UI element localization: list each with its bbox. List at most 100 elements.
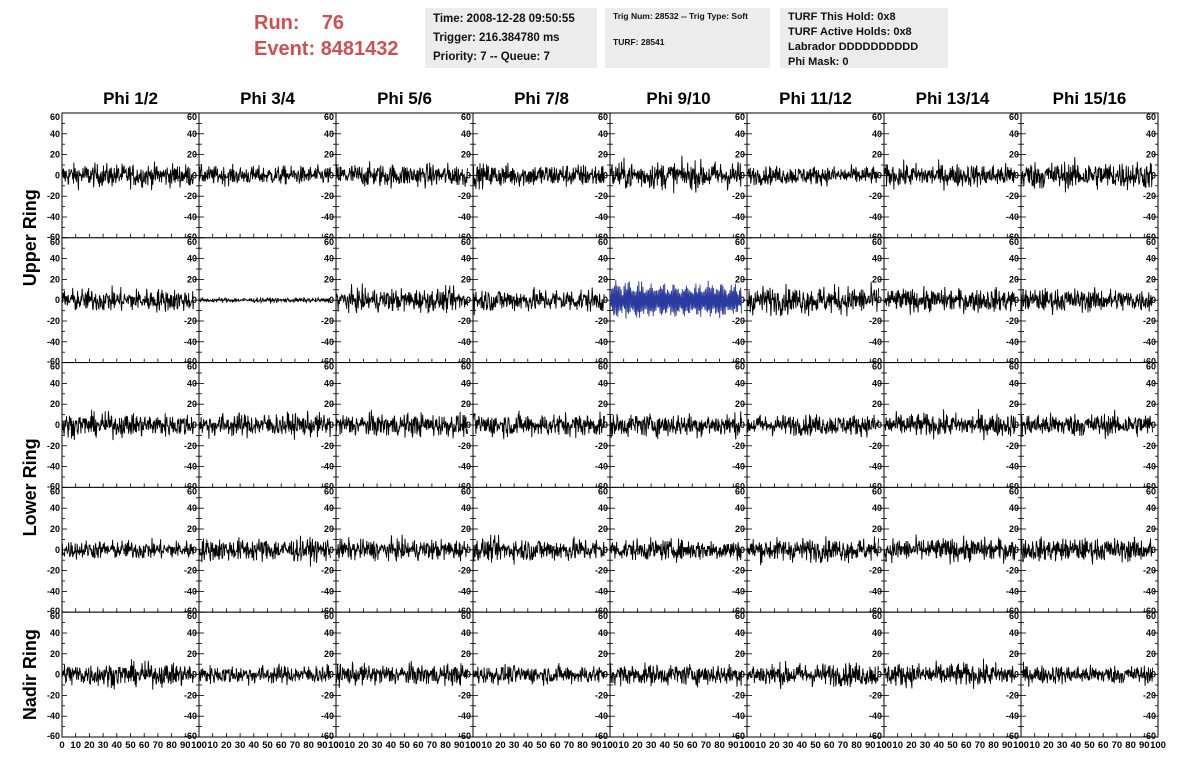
y-tick-label: -20 bbox=[869, 690, 882, 700]
x-tick-label: 40 bbox=[1071, 740, 1082, 751]
y-tick-label: -60 bbox=[732, 606, 745, 616]
y-tick-label: -40 bbox=[869, 711, 882, 721]
waveform-trace bbox=[61, 409, 194, 441]
x-tick-label: 20 bbox=[495, 740, 506, 751]
y-tick-label: 0 bbox=[55, 420, 60, 430]
y-tick-label: 60 bbox=[187, 362, 197, 372]
y-tick-label: 20 bbox=[187, 524, 197, 534]
y-tick-label: 20 bbox=[1009, 649, 1019, 659]
x-tick-label: 10 bbox=[481, 740, 492, 751]
y-tick-label: -20 bbox=[47, 566, 60, 576]
y-tick-label: -20 bbox=[1006, 566, 1019, 576]
y-tick-label: -40 bbox=[869, 212, 882, 222]
y-tick-label: 20 bbox=[1146, 649, 1156, 659]
y-tick-label: -40 bbox=[732, 586, 745, 596]
y-tick-label: -40 bbox=[321, 586, 334, 596]
x-tick-label: 40 bbox=[660, 740, 671, 751]
y-tick-label: 40 bbox=[735, 628, 745, 638]
x-tick-label: 40 bbox=[523, 740, 534, 751]
x-tick-label: 30 bbox=[372, 740, 383, 751]
x-tick-label: 40 bbox=[797, 740, 808, 751]
x-tick-label: 90 bbox=[728, 740, 739, 751]
y-tick-label: 20 bbox=[598, 274, 608, 284]
y-tick-label: 20 bbox=[598, 524, 608, 534]
x-tick-label: 10 bbox=[344, 740, 355, 751]
x-tick-label: 0 bbox=[196, 740, 201, 751]
turf-text: TURF: 28541 bbox=[613, 37, 665, 47]
y-tick-label: -40 bbox=[595, 711, 608, 721]
x-tick-label: 30 bbox=[1057, 740, 1068, 751]
x-tick-label: 70 bbox=[427, 740, 438, 751]
y-tick-label: 40 bbox=[735, 129, 745, 139]
x-tick-label: 90 bbox=[591, 740, 602, 751]
y-tick-label: -40 bbox=[458, 212, 471, 222]
y-tick-label: 60 bbox=[1009, 237, 1019, 247]
y-tick-label: -60 bbox=[1143, 232, 1156, 242]
y-tick-label: 0 bbox=[740, 170, 745, 180]
y-tick-label: -20 bbox=[458, 566, 471, 576]
x-tick-label: 0 bbox=[59, 740, 64, 751]
x-tick-label: 90 bbox=[1139, 740, 1150, 751]
x-tick-label: 20 bbox=[84, 740, 95, 751]
y-tick-label: -20 bbox=[184, 690, 197, 700]
y-tick-label: -40 bbox=[321, 711, 334, 721]
x-tick-label: 20 bbox=[906, 740, 917, 751]
y-tick-label: -40 bbox=[47, 212, 60, 222]
x-tick-label: 80 bbox=[303, 740, 314, 751]
column-title: Phi 3/4 bbox=[240, 89, 295, 108]
x-tick-label: 60 bbox=[687, 740, 698, 751]
y-tick-label: -40 bbox=[47, 337, 60, 347]
y-tick-label: 20 bbox=[50, 399, 60, 409]
y-tick-label: -40 bbox=[595, 337, 608, 347]
y-tick-label: 0 bbox=[192, 170, 197, 180]
x-tick-label: 60 bbox=[961, 740, 972, 751]
y-tick-label: -20 bbox=[869, 316, 882, 326]
y-tick-label: 0 bbox=[329, 545, 334, 555]
x-tick-label: 90 bbox=[1002, 740, 1013, 751]
y-tick-label: -60 bbox=[869, 731, 882, 741]
y-tick-label: -60 bbox=[458, 357, 471, 367]
turf-info-box: TURF This Hold: 0x8 TURF Active Holds: 0… bbox=[780, 8, 948, 68]
y-tick-label: 0 bbox=[740, 295, 745, 305]
x-tick-label: 0 bbox=[470, 740, 475, 751]
x-tick-label: 0 bbox=[744, 740, 749, 751]
y-tick-label: 0 bbox=[877, 545, 882, 555]
y-tick-label: -20 bbox=[732, 191, 745, 201]
x-tick-label: 70 bbox=[153, 740, 164, 751]
y-tick-label: 60 bbox=[1146, 362, 1156, 372]
y-tick-label: 40 bbox=[872, 378, 882, 388]
y-tick-label: -20 bbox=[184, 441, 197, 451]
phi-mask-text: Phi Mask: 0 bbox=[788, 56, 849, 68]
waveform-trace bbox=[335, 409, 468, 439]
x-tick-label: 0 bbox=[607, 740, 612, 751]
y-tick-label: 60 bbox=[324, 486, 334, 496]
y-tick-label: -40 bbox=[47, 586, 60, 596]
x-tick-label: 80 bbox=[851, 740, 862, 751]
y-tick-label: -20 bbox=[1143, 441, 1156, 451]
y-tick-label: 60 bbox=[324, 112, 334, 122]
labrador-text: Labrador DDDDDDDDDD bbox=[788, 41, 919, 53]
run-label: Run: bbox=[254, 12, 300, 34]
y-tick-label: -60 bbox=[595, 232, 608, 242]
event-value: 8481432 bbox=[320, 38, 399, 60]
x-tick-label: 50 bbox=[536, 740, 547, 751]
x-tick-label: 60 bbox=[413, 740, 424, 751]
y-tick-label: -60 bbox=[595, 357, 608, 367]
waveform-trace bbox=[883, 534, 1016, 565]
y-tick-label: 20 bbox=[1009, 150, 1019, 160]
x-tick-label: 90 bbox=[180, 740, 191, 751]
y-tick-label: 40 bbox=[735, 254, 745, 264]
x-tick-label: 80 bbox=[166, 740, 177, 751]
waveform-trace bbox=[746, 164, 879, 187]
y-tick-label: -20 bbox=[184, 191, 197, 201]
y-tick-label: 60 bbox=[872, 237, 882, 247]
x-tick-label: 40 bbox=[112, 740, 123, 751]
waveform-trace bbox=[472, 663, 605, 686]
y-tick-label: -40 bbox=[47, 711, 60, 721]
y-tick-label: -20 bbox=[1006, 191, 1019, 201]
y-tick-label: -20 bbox=[458, 690, 471, 700]
x-tick-label: 10 bbox=[207, 740, 218, 751]
x-tick-label: 40 bbox=[934, 740, 945, 751]
y-tick-label: -20 bbox=[184, 316, 197, 326]
